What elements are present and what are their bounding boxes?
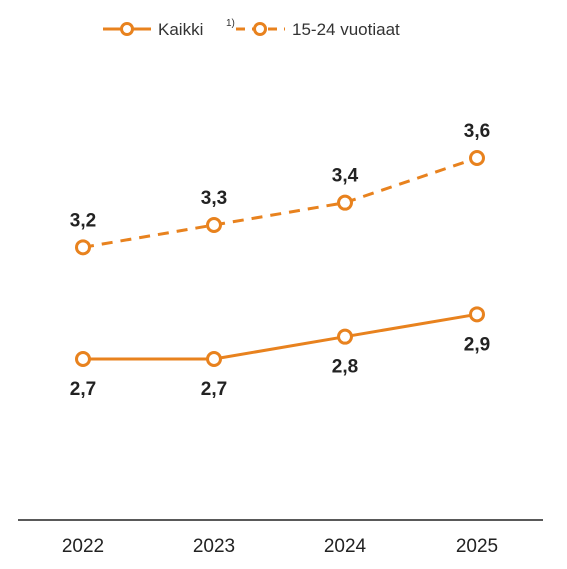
x-tick-label-2025: 2025 <box>456 536 498 557</box>
data-point-15-24-2024 <box>337 194 353 211</box>
legend-marker-15-24 <box>253 22 267 36</box>
series-line-kaikki <box>83 312 478 361</box>
data-point-kaikki-2022 <box>75 351 91 367</box>
data-label-kaikki-2022: 2,7 <box>70 379 96 400</box>
legend-footnote-kaikki: 1) <box>226 18 235 29</box>
data-label-kaikki-2023: 2,7 <box>201 379 227 400</box>
legend-label-kaikki: Kaikki <box>158 20 203 39</box>
data-label-15-24-2022: 3,2 <box>70 210 96 231</box>
legend-marker-kaikki <box>120 22 134 36</box>
x-tick-label-2022: 2022 <box>62 536 104 557</box>
legend: Kaikki 1) 15-24 vuotiaat <box>103 18 400 39</box>
data-point-15-24-2025 <box>469 150 485 166</box>
series-line-15-24-vuotiaat <box>82 156 478 249</box>
data-label-15-24-2023: 3,3 <box>201 188 227 209</box>
data-label-15-24-2024: 3,4 <box>332 166 359 187</box>
legend-label-15-24: 15-24 vuotiaat <box>292 20 400 39</box>
x-axis-ticks: 2022 2023 2024 2025 <box>62 536 498 557</box>
x-tick-label-2023: 2023 <box>193 536 235 557</box>
data-point-kaikki-2025 <box>469 306 485 323</box>
data-point-kaikki-2023 <box>206 351 222 367</box>
plot-area: 2,7 2,7 2,8 2,9 3,2 3,3 3,4 3,6 <box>70 121 490 400</box>
data-point-15-24-2022 <box>75 239 91 256</box>
data-label-kaikki-2024: 2,8 <box>332 357 358 378</box>
data-label-15-24-2025: 3,6 <box>464 121 490 142</box>
x-tick-label-2024: 2024 <box>324 536 367 557</box>
data-label-kaikki-2025: 2,9 <box>464 334 490 355</box>
data-point-15-24-2023 <box>206 217 222 233</box>
data-point-kaikki-2024 <box>337 328 353 345</box>
